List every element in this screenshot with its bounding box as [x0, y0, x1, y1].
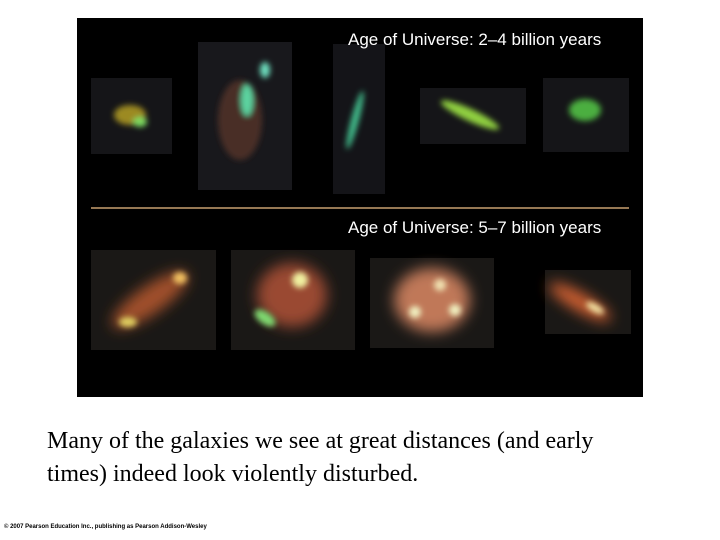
- caption-line: times) indeed look violently disturbed.: [47, 461, 419, 487]
- image-label: Age of Universe: 5–7 billion years: [348, 218, 601, 237]
- caption-line: Many of the galaxies we see at great dis…: [47, 428, 594, 454]
- copyright: © 2007 Pearson Education Inc., publishin…: [4, 524, 207, 530]
- image-label: Age of Universe: 2–4 billion years: [348, 30, 601, 49]
- galaxy-thumbnails: [91, 42, 631, 350]
